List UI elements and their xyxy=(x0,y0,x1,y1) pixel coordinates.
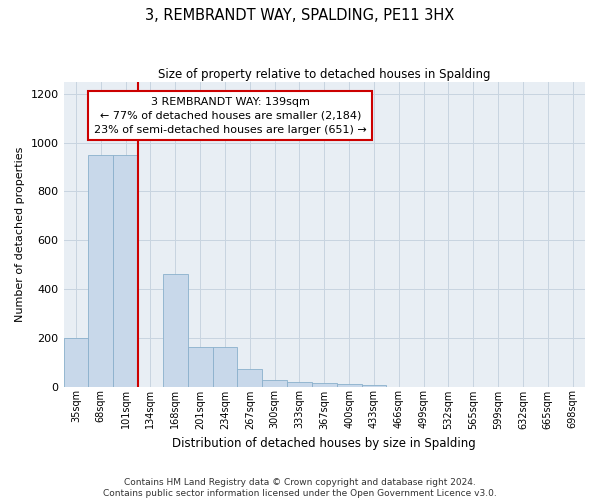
Bar xyxy=(362,384,386,386)
Bar xyxy=(188,348,212,387)
Text: 3, REMBRANDT WAY, SPALDING, PE11 3HX: 3, REMBRANDT WAY, SPALDING, PE11 3HX xyxy=(145,8,455,22)
Bar xyxy=(262,380,287,386)
Bar xyxy=(88,155,113,386)
Text: 3 REMBRANDT WAY: 139sqm
← 77% of detached houses are smaller (2,184)
23% of semi: 3 REMBRANDT WAY: 139sqm ← 77% of detache… xyxy=(94,97,367,135)
Bar xyxy=(163,274,188,386)
Text: Contains HM Land Registry data © Crown copyright and database right 2024.
Contai: Contains HM Land Registry data © Crown c… xyxy=(103,478,497,498)
Bar xyxy=(337,384,362,386)
Bar xyxy=(113,155,138,386)
Bar xyxy=(287,382,312,386)
X-axis label: Distribution of detached houses by size in Spalding: Distribution of detached houses by size … xyxy=(172,437,476,450)
Bar xyxy=(312,383,337,386)
Bar xyxy=(212,348,238,387)
Bar xyxy=(238,370,262,386)
Y-axis label: Number of detached properties: Number of detached properties xyxy=(15,146,25,322)
Bar xyxy=(64,338,88,386)
Title: Size of property relative to detached houses in Spalding: Size of property relative to detached ho… xyxy=(158,68,491,80)
